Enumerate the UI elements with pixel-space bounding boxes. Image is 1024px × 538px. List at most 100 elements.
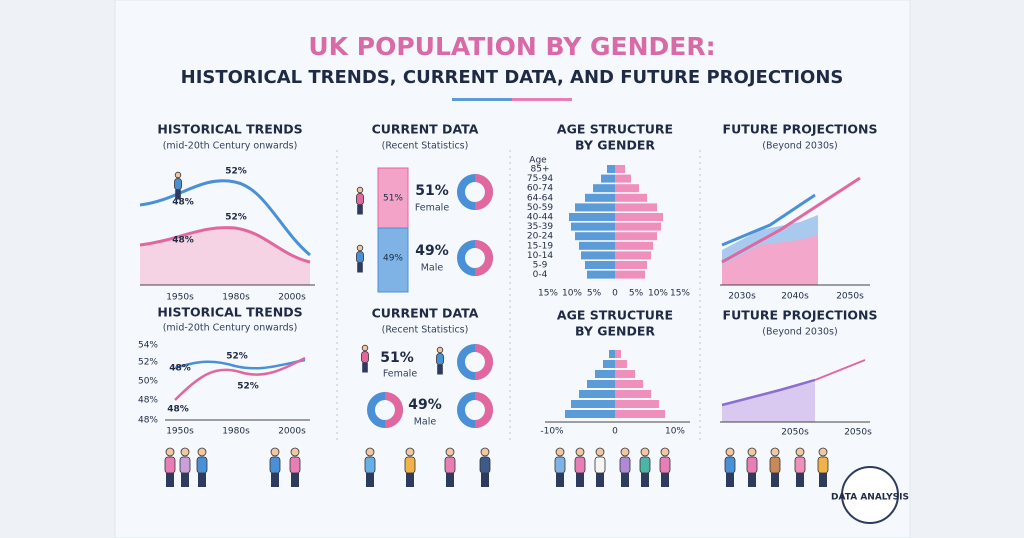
age-label: 75-94 (527, 174, 553, 184)
pyramid-bar (593, 184, 615, 193)
person-legs (556, 473, 564, 487)
person-head (660, 447, 670, 457)
person-body (659, 456, 671, 474)
donut-slice (384, 392, 403, 428)
person-head (555, 447, 565, 457)
person-body (361, 351, 369, 364)
person-head (795, 447, 805, 457)
age-label: 35-39 (527, 222, 553, 232)
label: Male (421, 263, 444, 274)
label: Female (383, 369, 418, 380)
x-label: 2030s (728, 292, 756, 302)
person-head (445, 447, 455, 457)
decor-line (721, 378, 816, 407)
area (722, 235, 818, 285)
pyramid-bar (585, 261, 615, 269)
x-label: 2000s (278, 293, 306, 303)
note: (Recent Statistics) (382, 141, 469, 152)
pyramid-bar (579, 390, 615, 398)
pyramid-bar (615, 165, 625, 173)
person-head (480, 447, 490, 457)
value: 49% (415, 243, 449, 259)
pyramid-bar (579, 241, 615, 250)
person-head (575, 447, 585, 457)
person-head (197, 447, 207, 457)
person-legs (362, 362, 368, 373)
age-label: 60-74 (527, 184, 553, 194)
person-legs (271, 473, 279, 487)
age-label: 10-14 (527, 251, 553, 261)
pyramid-bar (615, 251, 651, 260)
person-legs (175, 189, 181, 200)
pyramid-bar (571, 400, 615, 408)
pyramid-bar (615, 380, 643, 388)
pyramid-bar (615, 174, 631, 183)
point-label: 52% (226, 352, 248, 362)
y-label: 48% (138, 416, 158, 426)
x-label: 2050s (836, 292, 864, 302)
person-legs (621, 473, 629, 487)
age-label: 20-24 (527, 232, 553, 242)
person-legs (661, 473, 669, 487)
donut-slice (474, 344, 493, 380)
point-label: 48% (169, 364, 191, 374)
age-label: 15-19 (527, 241, 553, 251)
point-label: 48% (172, 198, 194, 208)
age-label: 0-4 (533, 270, 548, 280)
person-head (356, 244, 364, 252)
person-legs (796, 473, 804, 487)
decor-line (139, 179, 311, 257)
person-head (365, 447, 375, 457)
person-body (479, 456, 491, 474)
person-head (818, 447, 828, 457)
heading: BY GENDER (575, 138, 655, 153)
person-body (356, 193, 364, 206)
pyramid-bar (615, 222, 661, 231)
person-body (746, 456, 758, 474)
point-label: 52% (237, 382, 259, 392)
underline (452, 98, 512, 101)
pyramid-bar (607, 165, 615, 173)
person-legs (819, 473, 827, 487)
note: (Beyond 2030s) (762, 141, 837, 152)
pyramid-bar (615, 270, 645, 279)
person-body (196, 456, 208, 474)
pyramid-bar (587, 380, 615, 388)
pyramid-bar (615, 193, 647, 202)
person-body (356, 251, 364, 264)
x-label: 10% (562, 289, 582, 299)
age-label: 50-59 (527, 203, 553, 213)
y-label: 54% (138, 341, 158, 351)
person-legs (181, 473, 189, 487)
person-body (436, 353, 444, 366)
note: (Beyond 2030s) (762, 327, 837, 338)
person-head (270, 447, 280, 457)
donut-slice (474, 392, 493, 428)
pyramid-bar (615, 232, 657, 241)
person-head (356, 186, 364, 194)
person-legs (641, 473, 649, 487)
y-label: 50% (138, 377, 158, 387)
person-legs (291, 473, 299, 487)
x-label: 2040s (781, 292, 809, 302)
x-label: 1980s (222, 293, 250, 303)
pyramid-bar (575, 232, 615, 241)
person-head (174, 171, 182, 179)
person-head (620, 447, 630, 457)
pyramid-bar (615, 241, 653, 250)
area (722, 382, 815, 422)
point-label: 52% (225, 167, 247, 177)
person-legs (357, 204, 363, 215)
person-body (164, 456, 176, 474)
pyramid-bar (615, 203, 657, 212)
pyramid-bar (615, 261, 647, 269)
person-body (404, 456, 416, 474)
donut-slice (474, 174, 493, 210)
bar-label: 51% (383, 194, 403, 204)
x-label: 10% (665, 427, 685, 437)
person-head (640, 447, 650, 457)
bar-male (377, 227, 409, 293)
person-body (269, 456, 281, 474)
person-legs (406, 473, 414, 487)
x-label: 10% (648, 289, 668, 299)
